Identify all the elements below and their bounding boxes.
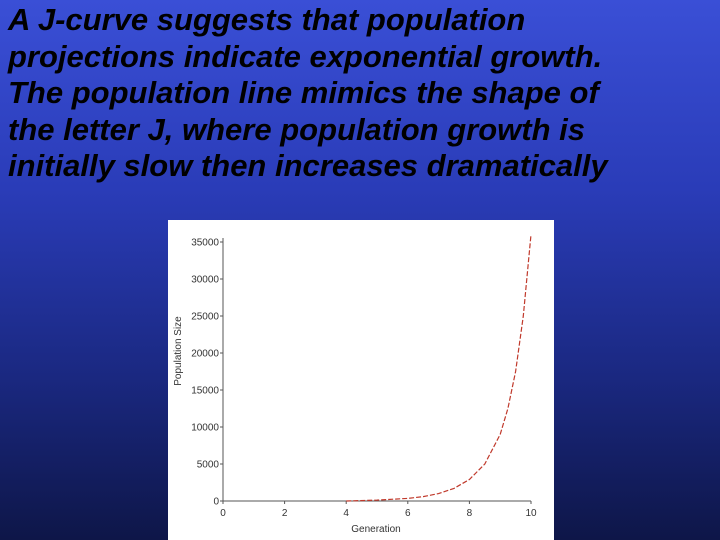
heading-line-3: The population line mimics the shape of bbox=[8, 75, 599, 110]
x-tick-label: 4 bbox=[343, 508, 349, 519]
x-tick-label: 6 bbox=[405, 508, 411, 519]
population-curve-line bbox=[346, 234, 532, 502]
y-tick-label: 5000 bbox=[197, 460, 220, 471]
x-tick-label: 2 bbox=[282, 508, 288, 519]
y-tick-label: 20000 bbox=[191, 349, 219, 360]
heading-line-5: initially slow then increases dramatical… bbox=[8, 148, 608, 183]
y-tick-label: 0 bbox=[213, 497, 219, 508]
x-axis-label: Generation bbox=[351, 524, 400, 535]
x-tick-label: 10 bbox=[525, 508, 537, 519]
slide-heading-text: A J-curve suggests that population proje… bbox=[8, 2, 720, 185]
x-tick-label: 0 bbox=[220, 508, 226, 519]
x-tick-label: 8 bbox=[467, 508, 473, 519]
y-tick-label: 30000 bbox=[191, 275, 219, 286]
j-curve-chart: 0 5000 10000 15000 20000 25000 30000 35000 0 2 4 6 8… bbox=[173, 234, 537, 535]
heading-line-4: the letter J, where population growth is bbox=[8, 111, 585, 147]
heading-line-1: A J-curve suggests that population bbox=[8, 2, 526, 37]
y-axis-label: Population Size bbox=[173, 316, 184, 386]
chart-panel: 0 5000 10000 15000 20000 25000 30000 35000 0 2 4 6 8… bbox=[168, 220, 554, 540]
y-tick-label: 15000 bbox=[191, 386, 219, 397]
heading-line-2: projections indicate exponential growth. bbox=[8, 38, 603, 74]
y-tick-label: 10000 bbox=[191, 423, 219, 434]
y-tick-label: 35000 bbox=[191, 238, 219, 249]
y-tick-label: 25000 bbox=[191, 312, 219, 323]
